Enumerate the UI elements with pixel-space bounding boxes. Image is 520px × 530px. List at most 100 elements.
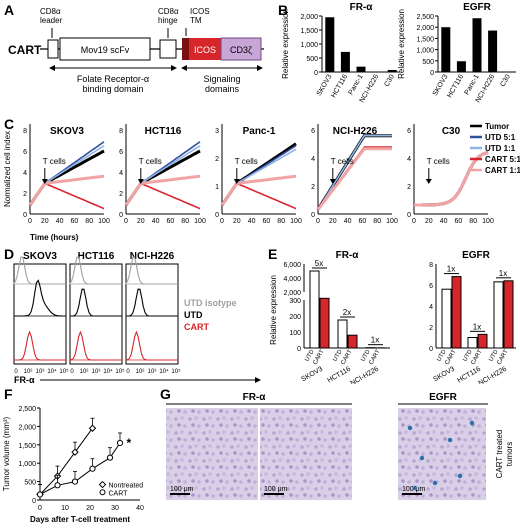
c-xtick-label: 60 xyxy=(359,218,367,225)
c-series-line xyxy=(125,145,201,206)
scfv-segment xyxy=(59,37,151,61)
e-egfr-ytick-label: 6 xyxy=(429,283,433,290)
c-xtick-label: 0 xyxy=(28,218,32,225)
c-series-line xyxy=(220,174,297,206)
e-egfr-cell-label: NCI-H226 xyxy=(478,366,509,384)
c-xtick-label: 100 xyxy=(194,218,206,225)
g-egfr-stain-spot xyxy=(432,480,438,486)
g-ihc-image xyxy=(166,408,258,500)
c-xtick-label: 100 xyxy=(98,218,110,225)
c-xtick-label: 40 xyxy=(440,218,448,225)
g-egfr-stain-spot xyxy=(447,437,453,443)
f-ylabel: Tumor volume (mm³) xyxy=(2,416,11,491)
e-egfr-fold: 1x xyxy=(447,265,455,274)
c-tcell-label: T cells xyxy=(427,157,450,166)
f-ytick-label: 1,500 xyxy=(18,443,36,450)
f-point-nontreated xyxy=(71,448,79,456)
leader-label: CD8α leader xyxy=(40,7,63,25)
e-fra-bar-label: UTD xyxy=(304,348,316,362)
scfv-label: Mov19 scFv xyxy=(81,45,130,55)
egfr-category-label: C30 xyxy=(499,73,512,88)
c-xlabel: Time (hours) xyxy=(30,233,79,242)
c-xtick-label: 80 xyxy=(373,218,381,225)
e-fra-bar-utd xyxy=(309,270,320,349)
d-xtick-label: 0 xyxy=(70,369,74,375)
d-histogram xyxy=(14,330,66,361)
d-xtick-label: 0 xyxy=(126,369,130,375)
c-legend-label: UTD 1:1 xyxy=(485,144,516,153)
panel-label-f: F xyxy=(4,386,13,402)
leader-line2: leader xyxy=(40,16,63,25)
d-plot-title: NCI-H226 xyxy=(130,251,175,262)
d-histogram xyxy=(70,288,122,317)
d-xtick-label: 10⁵ xyxy=(171,368,181,375)
c-tcell-label: T cells xyxy=(331,157,354,166)
g-scale-label: 100 μm xyxy=(264,486,288,493)
g-egfr-stain-spot xyxy=(457,473,463,479)
panel-label-g: G xyxy=(160,386,171,402)
c-plot-title: NCI-H226 xyxy=(333,126,378,137)
e-egfr-bar-label: UTD xyxy=(462,348,474,362)
c-series-line xyxy=(125,141,201,206)
e-egfr-fold: 1x xyxy=(473,322,481,331)
egfr-ylabel: Relative expression xyxy=(397,9,406,79)
fra-ytick-label: 2,000 xyxy=(300,14,318,21)
c-ytick-label: 6 xyxy=(311,128,315,135)
e-egfr-title: EGFR xyxy=(462,250,491,261)
d-histogram xyxy=(125,330,178,361)
binding-domain-label: Folate Receptor-α binding domain xyxy=(77,74,149,94)
d-legend-label: UTD xyxy=(184,310,203,320)
c-plot-title: Panc-1 xyxy=(243,126,276,137)
construct-label: CART xyxy=(8,43,42,57)
e-egfr-bar-label: UTD xyxy=(488,348,500,362)
c-ytick-label: 6 xyxy=(407,128,411,135)
c-xtick-label: 0 xyxy=(124,218,128,225)
fra-title: FR-α xyxy=(350,2,374,13)
d-xtick-label: 10⁴ xyxy=(103,368,113,375)
c-legend-label: Tumor xyxy=(485,122,509,131)
c-xtick-label: 100 xyxy=(482,218,494,225)
d-xtick-label: 0 xyxy=(14,369,18,375)
f-point-cart xyxy=(36,491,44,498)
f-point-cart xyxy=(106,454,114,461)
e-egfr-bar-cart xyxy=(451,276,462,349)
e-fra-bar-label: UTD xyxy=(332,348,344,362)
c-xtick-label: 60 xyxy=(71,218,79,225)
car-construct-diagram: CART Mov19 scFv ICOS CD3ζ CD8α leader CD8… xyxy=(8,7,264,94)
d-xtick-label: 10² xyxy=(136,369,145,375)
c-ylabel: Normalized cell index xyxy=(3,131,12,207)
e-axis-break xyxy=(300,294,308,299)
leader-segment xyxy=(47,39,59,59)
e-fra-ytick-label: 200 xyxy=(289,314,301,321)
e-ylabel: Relative expression xyxy=(269,275,278,345)
f-significance-star: * xyxy=(127,436,132,450)
c-ytick-label: 8 xyxy=(23,128,27,135)
cd3z-label: CD3ζ xyxy=(230,45,252,55)
fra-ytick-label: 1,000 xyxy=(300,42,318,49)
e-fra-bar-label: UTD xyxy=(360,348,372,362)
panel-b-barcharts: FR-α Relative expression 2,000 1,500 1,000 50… xyxy=(281,2,516,104)
c-ytick-label: 2 xyxy=(215,156,219,163)
c-ytick-label: 2 xyxy=(119,191,123,198)
e-fra-fold: 1x xyxy=(371,336,379,345)
c-xtick-label: 40 xyxy=(248,218,256,225)
c-tcell-label: T cells xyxy=(43,157,66,166)
f-ytick-label: 2,000 xyxy=(18,424,36,431)
c-xtick-label: 100 xyxy=(386,218,398,225)
c-xtick-label: 0 xyxy=(412,218,416,225)
c-tcell-arrowhead xyxy=(329,179,336,184)
f-legend-marker-cart xyxy=(99,489,106,496)
c-series-line xyxy=(29,141,105,206)
d-xtick-label: 10³ xyxy=(148,369,157,375)
egfr-title: EGFR xyxy=(463,2,492,13)
c-ytick-label: 0 xyxy=(407,212,411,219)
g-side-label: CART treatedtumors xyxy=(495,430,514,479)
e-fra-fold: 5x xyxy=(315,259,323,268)
c-ytick-label: 2 xyxy=(23,191,27,198)
e-egfr-cell-label: SKOV3 xyxy=(432,366,456,384)
c-series-line xyxy=(414,150,489,207)
e-egfr-fold: 1x xyxy=(499,269,507,278)
fra-bar xyxy=(387,69,397,72)
panel-label-a: A xyxy=(4,2,15,18)
